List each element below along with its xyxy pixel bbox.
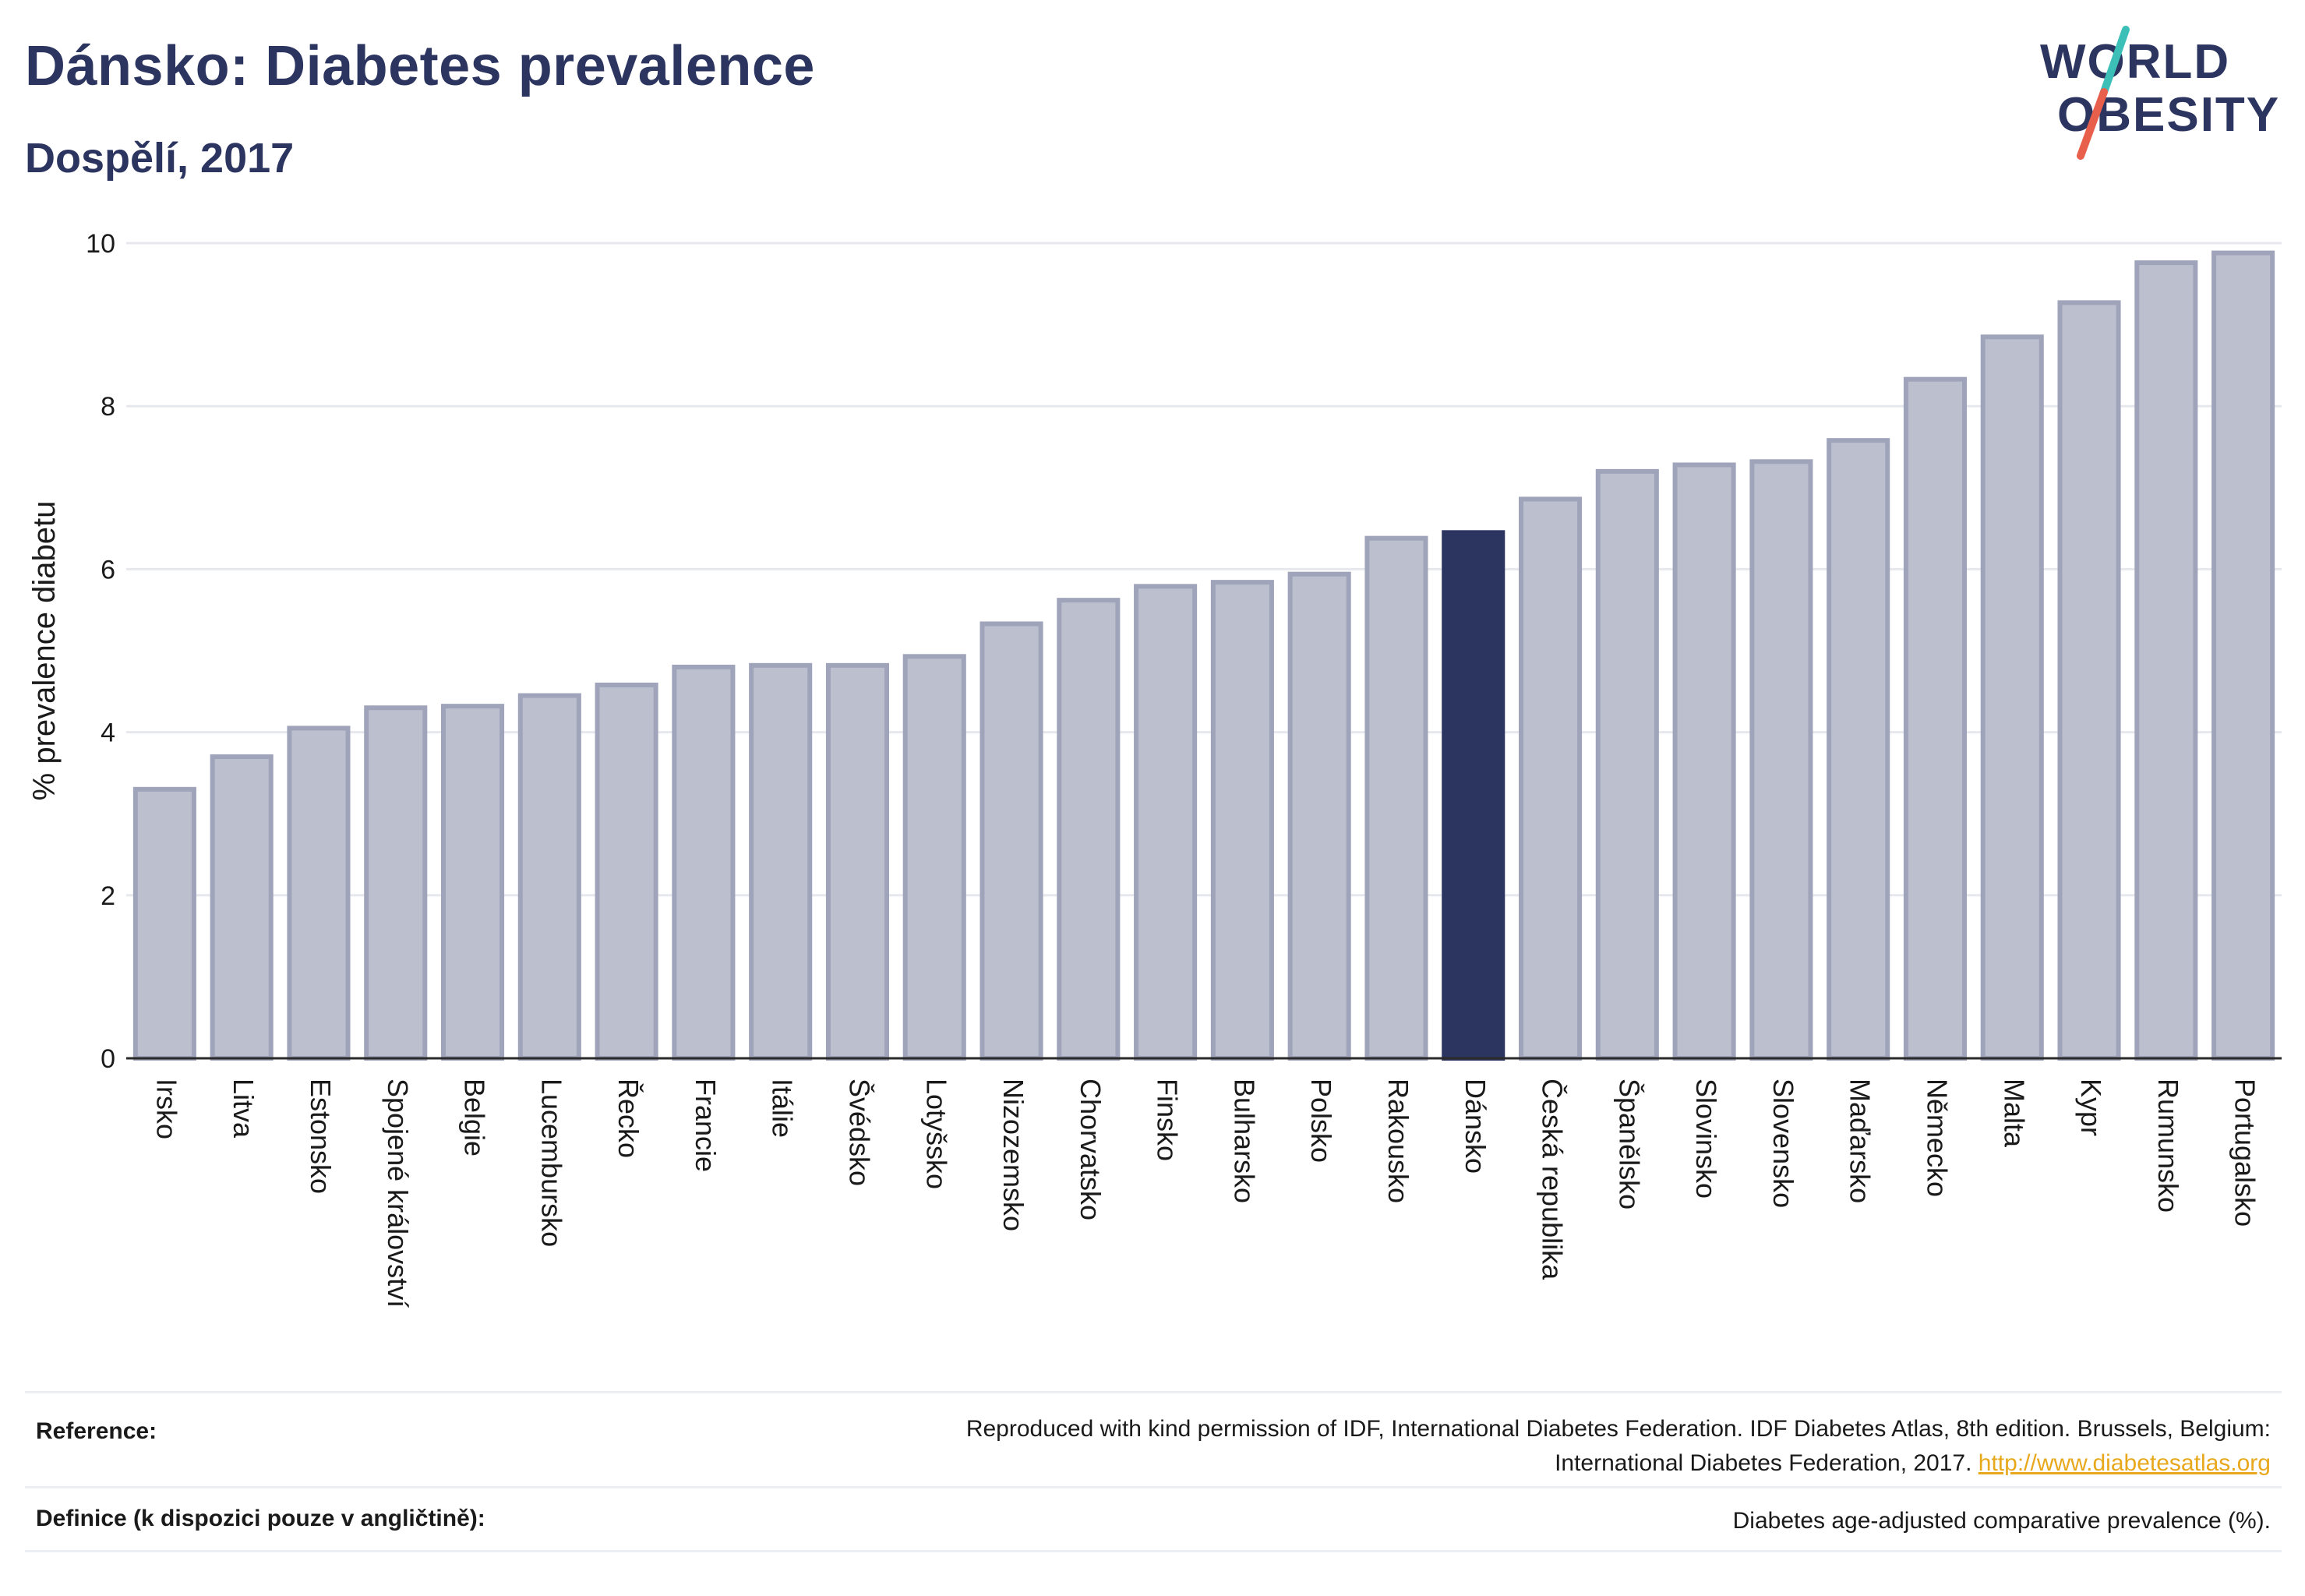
x-tick-label: Rakousko	[1382, 1079, 1414, 1203]
x-tick-label: Maďarsko	[1844, 1079, 1876, 1203]
x-tick-label: Litva	[228, 1079, 259, 1139]
x-tick-label: Bulharsko	[1228, 1079, 1260, 1203]
chart-title: Dánsko: Diabetes prevalence	[25, 35, 815, 97]
footer: Reference: Reproduced with kind permissi…	[25, 1391, 2282, 1552]
logo-slash-bottom	[2077, 88, 2108, 160]
bar	[749, 662, 813, 1061]
x-tick-label: Spojené království	[382, 1079, 414, 1308]
x-tick-label: Slovinsko	[1690, 1079, 1722, 1199]
y-tick-label: 0	[101, 1044, 115, 1074]
x-tick-label: Portugalsko	[2229, 1079, 2261, 1227]
y-tick-label: 10	[86, 229, 115, 259]
x-tick-label: Švédsko	[843, 1079, 875, 1186]
x-tick-label: Francie	[690, 1079, 722, 1172]
x-tick-label: Polsko	[1305, 1079, 1337, 1163]
bar	[210, 754, 274, 1061]
reference-row: Reference: Reproduced with kind permissi…	[25, 1391, 2282, 1486]
bars	[132, 250, 2275, 1061]
bar	[1980, 334, 2044, 1061]
x-tick-label: Finsko	[1152, 1079, 1184, 1161]
bar	[825, 662, 890, 1061]
x-tick-label: Německo	[1921, 1079, 1953, 1197]
bar	[132, 786, 196, 1061]
chart-subtitle: Dospělí, 2017	[25, 135, 295, 182]
x-tick-label: Irsko	[150, 1079, 182, 1139]
reference-link[interactable]: http://www.diabetesatlas.org	[1978, 1450, 2271, 1476]
x-tick-label: Malta	[1998, 1079, 2030, 1148]
world-obesity-logo: WORLD OBESITY	[2040, 26, 2279, 160]
definition-text: Diabetes age-adjusted comparative preval…	[1732, 1508, 2271, 1534]
definition-row: Definice (k dispozici pouze v angličtině…	[25, 1486, 2282, 1550]
x-tick-label: Nizozemsko	[997, 1079, 1029, 1231]
bar-highlighted	[1442, 530, 1505, 1061]
x-tick-label: Slovensko	[1767, 1079, 1799, 1208]
x-tick-label: Lucembursko	[535, 1079, 567, 1247]
bar	[1134, 584, 1198, 1061]
y-tick-label: 8	[101, 392, 115, 422]
bar	[1210, 580, 1274, 1061]
reference-text-line1: Reproduced with kind permission of IDF, …	[965, 1416, 2271, 1442]
bar	[1287, 571, 1351, 1061]
bar	[1903, 376, 1968, 1061]
reference-text: Reproduced with kind permission of IDF, …	[966, 1412, 2282, 1481]
x-tick-label: Dánsko	[1460, 1079, 1491, 1174]
x-tick-label: Lotyšsko	[920, 1079, 952, 1189]
x-tick-label: Řecko	[612, 1079, 644, 1158]
x-axis-labels: Irsko Litva Estonsko Spojené království Belg…	[150, 1079, 2261, 1308]
x-tick-label: Česká republika	[1537, 1079, 1569, 1280]
x-tick-label: Itálie	[767, 1079, 799, 1138]
logo-text-world: WORLD	[2040, 35, 2230, 89]
y-tick-label: 6	[101, 555, 115, 584]
bar	[1364, 535, 1428, 1061]
x-tick-label: Rumunsko	[2152, 1079, 2184, 1213]
y-tick-label: 2	[101, 881, 115, 911]
bar	[364, 705, 428, 1061]
bar	[1057, 598, 1121, 1061]
bar	[1749, 459, 1813, 1061]
definition-label: Definice (k dispozici pouze v angličtině…	[36, 1506, 485, 1531]
bar-chart: 0 2 4 6 8 10 % prevalence diabetu Irsko Litva E…	[27, 229, 2282, 1308]
x-tick-label: Kypr	[2075, 1079, 2107, 1136]
x-tick-label: Belgie	[459, 1079, 491, 1156]
bar	[287, 726, 351, 1061]
bar	[517, 693, 581, 1061]
bar	[440, 704, 505, 1061]
logo-slash-top	[2100, 26, 2130, 96]
footer-divider	[25, 1550, 2282, 1552]
bar	[1595, 468, 1659, 1061]
bar	[2134, 260, 2198, 1061]
x-tick-label: Estonsko	[305, 1079, 337, 1194]
bar	[1672, 462, 1736, 1061]
bar	[2211, 250, 2275, 1061]
x-tick-label: Španělsko	[1613, 1079, 1645, 1209]
y-tick-label: 4	[101, 719, 115, 748]
reference-text-line2: International Diabetes Federation, 2017.	[1555, 1450, 1972, 1476]
y-axis-ticks: 0 2 4 6 8 10	[86, 229, 115, 1074]
bar	[1518, 496, 1583, 1061]
bar	[1827, 438, 1890, 1061]
bar	[2057, 300, 2121, 1061]
bar	[980, 621, 1043, 1061]
bar	[672, 664, 736, 1061]
y-axis-title: % prevalence diabetu	[27, 501, 62, 801]
reference-label: Reference:	[36, 1418, 157, 1444]
x-tick-label: Chorvatsko	[1075, 1079, 1107, 1220]
bar	[595, 682, 658, 1061]
bar	[902, 654, 966, 1061]
